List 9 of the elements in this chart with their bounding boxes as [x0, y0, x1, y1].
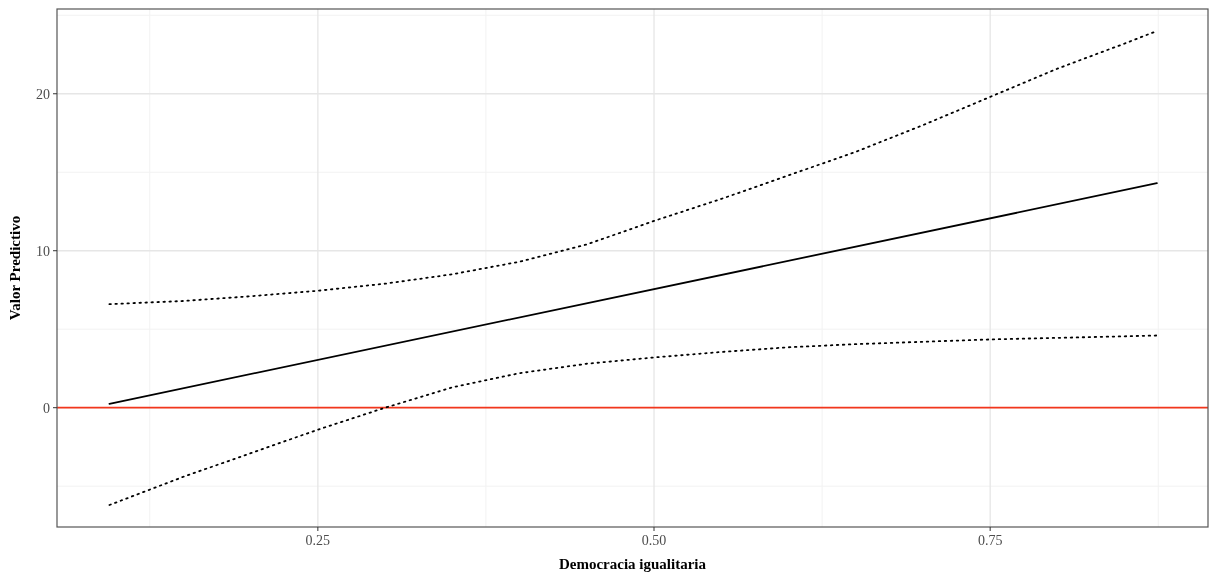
- line-series: [108, 334, 1158, 506]
- y-tick-label: 20: [36, 86, 50, 102]
- y-axis-title: Valor Predictivo: [7, 215, 23, 321]
- y-tick-label: 10: [36, 243, 50, 259]
- x-tick-label: 0.75: [977, 533, 1003, 548]
- y-tick-label: 0: [43, 400, 50, 416]
- x-tick-label: 0.50: [641, 533, 667, 548]
- x-axis-title: Democracia igualitaria: [558, 556, 707, 572]
- x-tick-label: 0.25: [305, 533, 331, 548]
